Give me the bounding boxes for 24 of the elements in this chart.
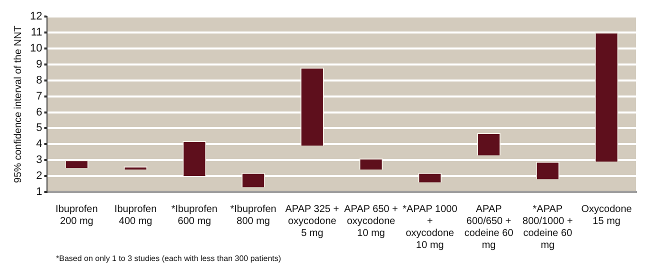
y-tick-label: 11 [30, 26, 42, 39]
y-tick-label: 3 [36, 154, 42, 166]
y-tick-label: 4 [36, 138, 42, 150]
x-tick-label: *APAP 1000 + oxycodone 10 mg [402, 204, 458, 251]
x-tick-label: *APAP 800/1000 + codeine 60 mg [522, 204, 574, 251]
y-tick-label: 9 [36, 58, 42, 70]
x-tick-label: APAP 600/650 + codeine 60 mg [464, 204, 514, 251]
x-tick-label: APAP 650 + oxycodone 10 mg [344, 204, 398, 239]
x-tick-label: Oxycodone 15 mg [581, 204, 632, 227]
x-tick-label: *Ibuprofen 600 mg [171, 204, 218, 227]
y-tick-label: 8 [36, 74, 42, 86]
y-axis-title: 95% confidence interval of the NNT [12, 26, 24, 183]
y-tick-label: 5 [36, 122, 42, 134]
y-tick-label: 10 [30, 42, 42, 55]
y-tick-label: 7 [36, 90, 42, 102]
x-tick-label: Ibuprofen 200 mg [56, 204, 98, 227]
x-tick-label: *Ibuprofen 800 mg [230, 204, 276, 227]
y-tick-label: 2 [36, 170, 42, 182]
text: *Based on only 1 to 3 studies (each with less than 300 patients) [56, 254, 282, 263]
y-tick-label: 12 [30, 10, 42, 23]
y-tick-label: 6 [36, 106, 42, 118]
y-tick-label: 1 [36, 186, 42, 198]
x-tick-label: APAP 325 + oxycodone 5 mg [285, 204, 340, 239]
x-tick-label: Ibuprofen 400 mg [114, 204, 157, 227]
